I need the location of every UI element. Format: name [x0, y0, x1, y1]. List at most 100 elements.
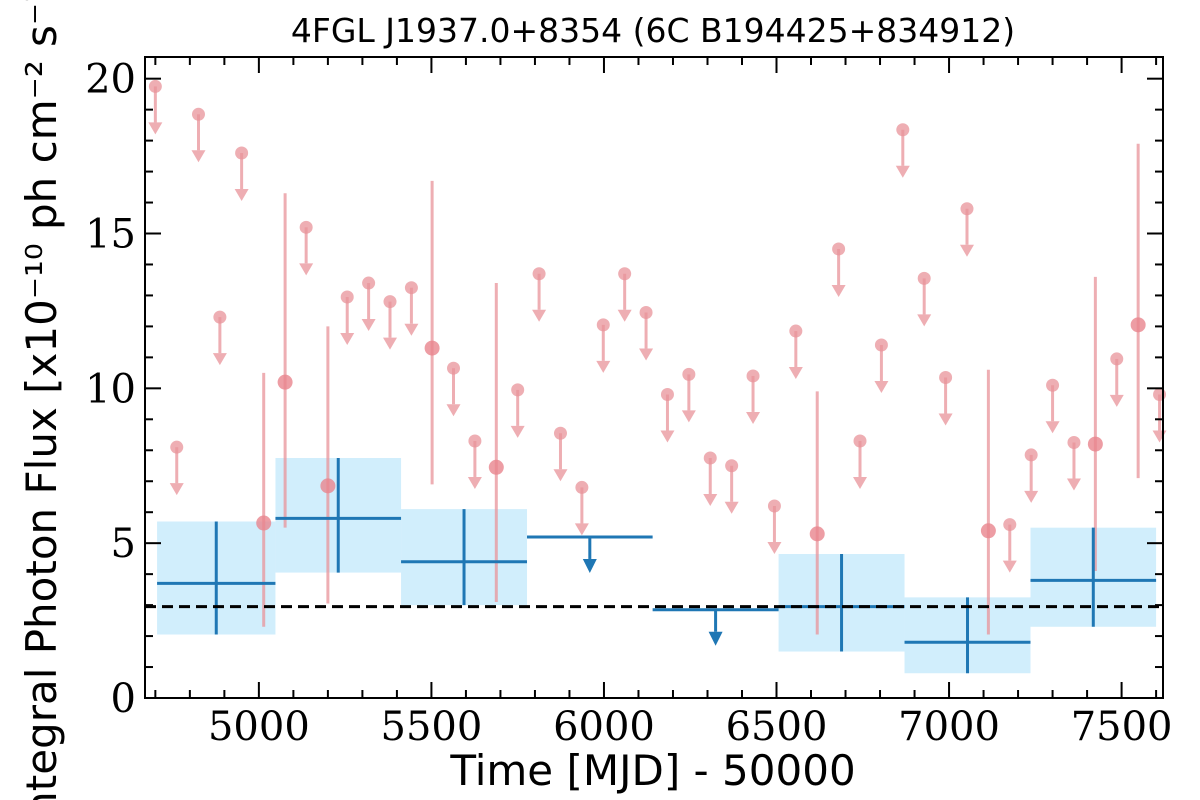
- fine-ul-point-37: [1110, 352, 1124, 366]
- fine-ul-arrow-6: [340, 296, 355, 345]
- x-tick-label-1: 5500: [381, 704, 483, 750]
- fine-ul-arrow-11: [467, 440, 482, 489]
- fine-ul-point-15: [575, 480, 589, 494]
- fine-ul-point-0: [148, 79, 162, 93]
- fine-ul-arrow-9: [404, 287, 419, 336]
- fine-ul-arrow-33-head: [1002, 560, 1017, 573]
- fine-ul-point-8: [383, 295, 397, 309]
- fine-ul-arrow-13: [532, 273, 547, 322]
- fine-ul-arrow-5-head: [299, 263, 314, 276]
- fine-ul-arrow-20-head: [681, 410, 696, 423]
- fine-ul-arrow-8-head: [383, 337, 398, 350]
- fine-point-4: [488, 459, 504, 475]
- fine-ul-arrow-3: [212, 317, 227, 366]
- fine-ul-arrow-0-head: [148, 122, 163, 135]
- fine-ul-arrow-26-head: [831, 284, 846, 297]
- fine-ul-point-4: [235, 146, 249, 160]
- fine-ul-point-11: [468, 434, 482, 448]
- fine-ul-arrow-34: [1024, 454, 1039, 503]
- fine-ul-arrow-9-head: [404, 323, 419, 336]
- fine-ul-point-30: [917, 271, 931, 285]
- coarse-ul-arrow-0-head: [582, 558, 597, 573]
- y-axis-label: Integral Photon Flux [x10⁻¹⁰ ph cm⁻² s⁻¹…: [17, 0, 66, 800]
- fine-ul-arrow-25: [788, 331, 803, 380]
- fine-ul-arrow-25-head: [788, 367, 803, 380]
- fine-ul-arrow-12: [510, 389, 525, 438]
- fine-ul-point-34: [1024, 448, 1038, 462]
- x-tick-label-4: 7000: [898, 704, 1000, 750]
- fine-ul-arrow-33: [1002, 524, 1017, 573]
- fine-ul-arrow-17-head: [617, 309, 632, 322]
- fine-ul-arrow-38-head: [1152, 430, 1167, 443]
- fine-ul-arrow-8: [383, 301, 398, 350]
- fine-ul-point-26: [832, 242, 846, 256]
- fine-ul-point-17: [618, 267, 632, 281]
- coarse-ul-arrow-1: [708, 609, 723, 646]
- fine-ul-arrow-15-head: [574, 523, 589, 536]
- fine-ul-arrow-29-head: [895, 165, 910, 178]
- fine-ul-arrow-34-head: [1024, 490, 1039, 503]
- fine-ul-arrow-37: [1109, 358, 1124, 407]
- fine-ul-arrow-22: [724, 465, 739, 514]
- fine-point-0: [256, 515, 272, 531]
- chart-title: 4FGL J1937.0+8354 (6C B194425+834912): [291, 11, 1015, 50]
- fine-ul-point-18: [639, 305, 653, 319]
- fine-ul-arrow-31-head: [938, 413, 953, 426]
- fine-ul-arrow-5: [299, 227, 314, 276]
- fine-ul-point-25: [789, 324, 803, 338]
- fine-ul-arrow-17: [617, 273, 632, 322]
- fine-ul-arrow-27: [853, 440, 868, 489]
- fine-ul-point-38: [1153, 388, 1167, 402]
- fine-point-1: [277, 374, 293, 390]
- y-tick-label-3: 15: [85, 212, 136, 258]
- y-tick-label-2: 10: [85, 366, 136, 412]
- fine-ul-arrow-1: [169, 447, 184, 496]
- fine-ul-arrow-7-head: [361, 319, 376, 332]
- fine-ul-arrow-13-head: [532, 309, 547, 322]
- fine-ul-arrow-16: [596, 324, 611, 373]
- fine-ul-arrow-19: [660, 394, 675, 443]
- fine-ul-point-1: [170, 440, 184, 454]
- fine-ul-arrow-24-head: [767, 542, 782, 555]
- axis-ticks: 5000 5500 6000 6500 7000 7500 0 5 10 15 20: [85, 57, 1172, 750]
- fine-ul-arrow-35-head: [1045, 421, 1060, 434]
- fine-ul-point-21: [703, 451, 717, 465]
- fine-ul-arrow-4-head: [234, 188, 249, 201]
- fine-ul-arrow-4: [234, 152, 249, 201]
- fine-ul-arrow-1-head: [169, 483, 184, 496]
- fine-ul-arrow-16-head: [596, 360, 611, 373]
- fine-ul-arrow-10-head: [446, 404, 461, 417]
- fine-ul-arrow-10: [446, 368, 461, 417]
- fine-ul-point-35: [1046, 378, 1060, 392]
- fine-ul-arrow-21: [703, 458, 718, 507]
- fine-ul-point-33: [1003, 518, 1017, 532]
- fine-ul-arrow-28-head: [874, 380, 889, 393]
- fine-ul-arrow-19-head: [660, 430, 675, 443]
- fine-ul-arrow-24: [767, 506, 782, 555]
- fine-ul-arrow-7: [361, 283, 376, 332]
- fine-ul-arrow-18: [639, 312, 654, 361]
- fine-ul-arrow-23-head: [746, 411, 761, 424]
- fine-ul-point-9: [404, 281, 418, 295]
- fine-ul-arrow-30: [917, 278, 932, 327]
- plot-frame: [144, 56, 1164, 699]
- fine-point-2: [320, 478, 336, 494]
- fine-ul-point-2: [191, 107, 205, 121]
- fine-ul-arrow-11-head: [467, 476, 482, 489]
- fine-ul-arrow-36: [1066, 442, 1081, 491]
- fine-ul-point-36: [1067, 436, 1081, 450]
- x-tick-label-5: 7500: [1071, 704, 1173, 750]
- fine-ul-arrow-14: [553, 433, 568, 482]
- fine-ul-point-22: [725, 459, 739, 473]
- x-tick-label-2: 6000: [553, 704, 655, 750]
- fine-ul-point-31: [939, 371, 953, 384]
- fine-ul-arrow-30-head: [917, 314, 932, 327]
- fine-ul-arrow-32: [959, 208, 974, 257]
- fine-ul-arrow-28: [874, 344, 889, 393]
- fine-ul-arrow-2: [191, 114, 206, 163]
- fine-ul-point-19: [660, 388, 674, 402]
- y-tick-label-1: 5: [111, 521, 136, 567]
- fine-ul-point-16: [596, 318, 610, 332]
- fine-ul-point-3: [213, 310, 227, 324]
- fine-point-6: [980, 523, 996, 539]
